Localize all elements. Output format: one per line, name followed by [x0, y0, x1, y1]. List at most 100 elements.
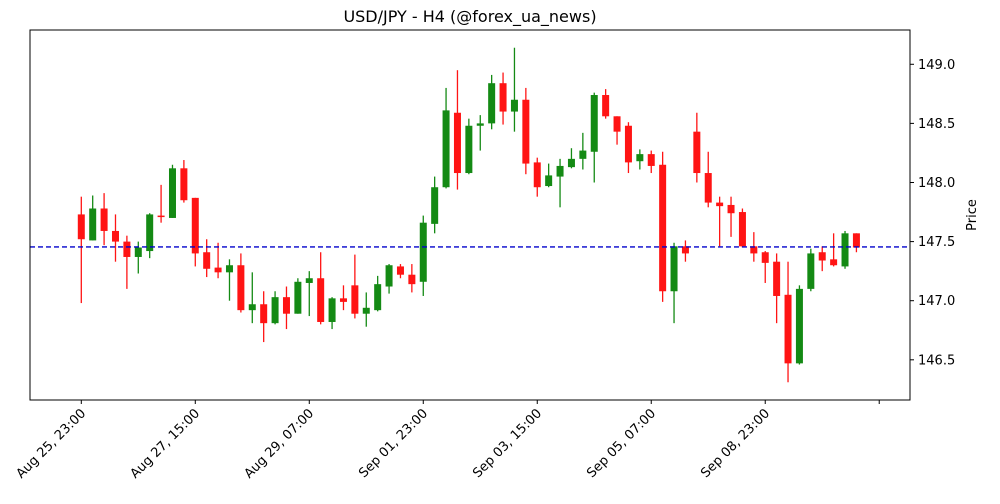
candle-body	[522, 99, 530, 164]
candle	[636, 149, 644, 170]
candle	[602, 89, 610, 119]
candle-body	[681, 246, 689, 254]
candle	[168, 164, 176, 218]
candle-body	[225, 265, 233, 273]
candle-body	[111, 230, 119, 242]
x-tick-label: Sep 05, 07:00	[584, 406, 659, 481]
candle-body	[545, 175, 553, 187]
candle	[431, 176, 439, 234]
candle	[567, 148, 575, 169]
candle-body	[830, 259, 838, 266]
x-tick-label: Aug 27, 15:00	[128, 406, 204, 482]
candle-body	[282, 297, 290, 314]
candle	[282, 286, 290, 330]
candle-body	[362, 307, 370, 314]
candle-body	[294, 281, 302, 314]
candle-body	[191, 197, 199, 254]
candle	[647, 150, 655, 174]
candle-body	[556, 165, 564, 177]
candle-body	[784, 294, 792, 364]
candle	[670, 242, 678, 324]
candle	[362, 292, 370, 327]
y-tick-label: 149.0	[918, 58, 955, 73]
candle-body	[773, 261, 781, 296]
candle-body	[579, 150, 587, 159]
candle-body	[203, 252, 211, 269]
y-tick-label: 147.0	[918, 294, 955, 309]
candle-body	[374, 284, 382, 311]
candle-body	[260, 304, 268, 324]
candle	[248, 272, 256, 324]
candle	[339, 285, 347, 311]
candle-body	[408, 274, 416, 285]
candle	[465, 118, 473, 175]
candle-body	[237, 265, 245, 311]
candle	[533, 157, 541, 197]
candle-body	[716, 202, 724, 207]
candle-body	[659, 164, 667, 292]
candle	[157, 184, 165, 223]
candle-body	[134, 247, 142, 257]
x-tick-label: Aug 29, 07:00	[242, 406, 318, 482]
candles	[77, 47, 860, 383]
candle-body	[693, 131, 701, 174]
candle-body	[761, 252, 769, 263]
candle-body	[146, 214, 154, 252]
candle	[795, 285, 803, 365]
candle	[659, 151, 667, 302]
chart-title: USD/JPY - H4 (@forex_ua_news)	[343, 7, 596, 27]
candle-body	[602, 95, 610, 117]
candle-body	[123, 241, 131, 257]
y-tick-label: 146.5	[918, 353, 955, 368]
candle	[681, 240, 689, 262]
candle	[123, 235, 131, 289]
candle-body	[738, 212, 746, 247]
candle	[396, 264, 404, 279]
candle	[510, 47, 518, 132]
candle-body	[305, 278, 313, 283]
candle	[727, 196, 735, 237]
candle	[476, 115, 484, 151]
candle	[761, 251, 769, 283]
candle	[419, 215, 427, 296]
candle	[89, 195, 97, 241]
candle-body	[818, 252, 826, 261]
candle	[818, 246, 826, 272]
candle-body	[214, 267, 222, 273]
candle	[191, 197, 199, 267]
candle	[522, 87, 530, 175]
candle	[180, 160, 188, 203]
candle-body	[419, 222, 427, 282]
candle	[237, 253, 245, 313]
candle	[773, 253, 781, 324]
candle-body	[795, 288, 803, 364]
candle	[100, 193, 108, 246]
candle-body	[670, 246, 678, 292]
candle	[499, 72, 507, 125]
candle	[453, 70, 461, 190]
y-tick-label: 148.0	[918, 176, 955, 191]
candle	[203, 239, 211, 278]
candle	[545, 163, 553, 188]
candle	[305, 271, 313, 317]
candle-body	[727, 204, 735, 214]
candle	[830, 233, 838, 267]
candle	[693, 112, 701, 183]
candle	[852, 233, 860, 253]
candle	[738, 208, 746, 248]
candle-body	[807, 253, 815, 289]
candle-body	[339, 298, 347, 302]
candle-body	[317, 278, 325, 322]
candle-body	[442, 110, 450, 188]
candle-body	[841, 233, 849, 267]
candle-body	[89, 208, 97, 241]
candle-body	[567, 158, 575, 168]
candle-body	[168, 168, 176, 218]
candle	[351, 254, 359, 319]
candle-body	[704, 173, 712, 203]
candle	[225, 259, 233, 301]
candle-body	[396, 266, 404, 275]
candle-body	[624, 125, 632, 163]
candle	[271, 291, 279, 325]
